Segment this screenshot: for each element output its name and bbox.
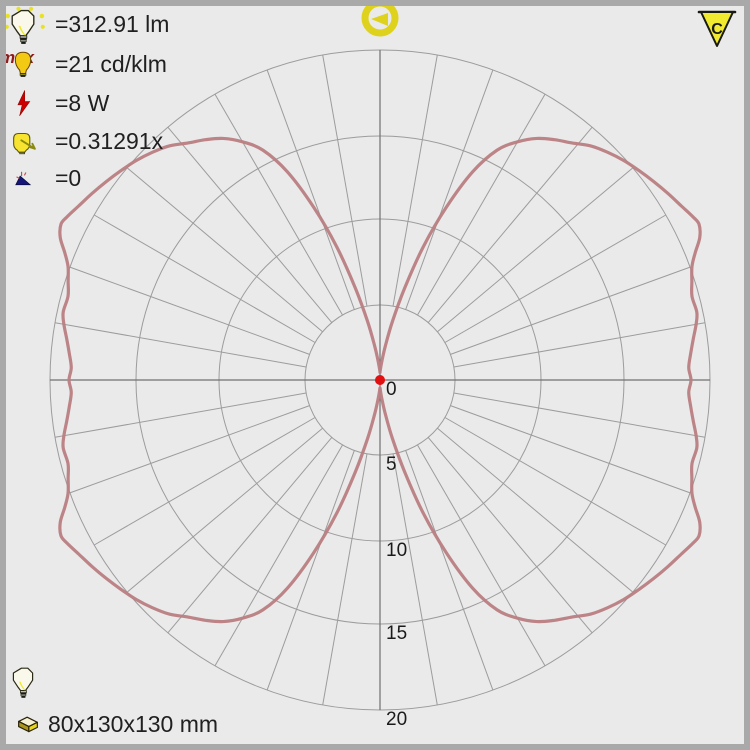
svg-text:10: 10 — [386, 540, 407, 561]
svg-text:C: C — [711, 21, 723, 38]
svg-text:0: 0 — [386, 379, 397, 400]
svg-text:=8 W: =8 W — [55, 90, 110, 116]
svg-text:=0.31291x: =0.31291x — [55, 128, 164, 154]
svg-text:80x130x130 mm: 80x130x130 mm — [48, 711, 218, 737]
svg-text:=312.91 lm: =312.91 lm — [55, 11, 169, 37]
svg-text:5: 5 — [386, 454, 397, 475]
svg-text:=21 cd/klm: =21 cd/klm — [55, 51, 167, 77]
svg-text:20: 20 — [386, 709, 407, 730]
svg-text:=0: =0 — [55, 165, 81, 191]
svg-text:15: 15 — [386, 623, 407, 644]
